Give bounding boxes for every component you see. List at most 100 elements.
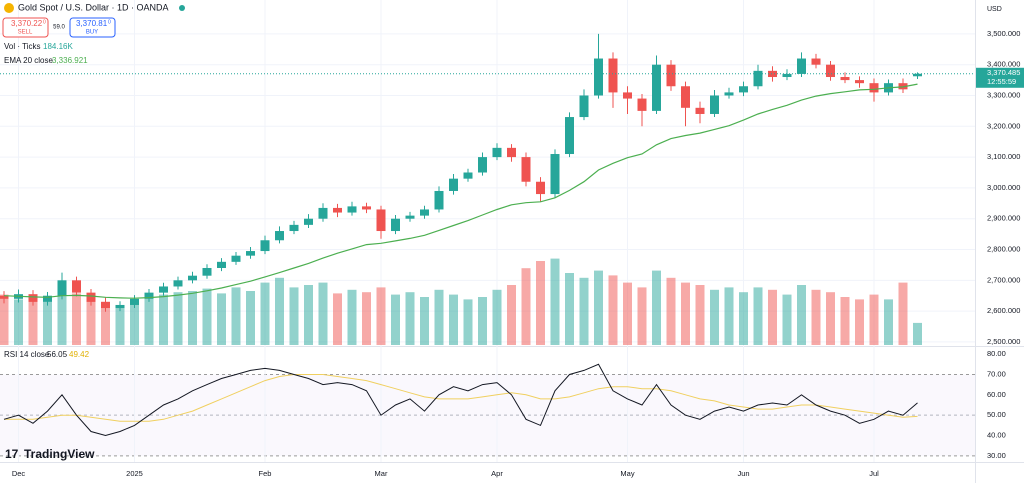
- candle-body: [695, 107, 705, 114]
- candle-body: [43, 295, 52, 302]
- candle-body: [115, 304, 125, 309]
- candle-body: [811, 58, 821, 65]
- candle-body: [608, 58, 618, 93]
- sell-button[interactable]: [2, 17, 49, 38]
- y-tick-label: 3,400.000: [987, 60, 1020, 69]
- candle-body: [550, 154, 560, 195]
- last-price-tag: [976, 67, 1024, 88]
- volume-bar: [797, 285, 806, 345]
- candle-body: [724, 92, 734, 96]
- volume-bar: [101, 301, 110, 345]
- volume-bar: [376, 287, 386, 345]
- rsi-ma-value: 49.42: [69, 350, 90, 359]
- volume-bar: [144, 297, 154, 345]
- y-tick-label: 3,100.000: [987, 152, 1020, 161]
- candle-body: [159, 286, 168, 293]
- volume-bar: [333, 293, 342, 345]
- plot: [0, 33, 975, 437]
- y-tick-label: 3,000.000: [987, 183, 1020, 192]
- candle-body: [101, 301, 110, 309]
- currency: USD: [987, 6, 1002, 13]
- candle-body: [130, 298, 139, 305]
- candle-body: [72, 280, 81, 293]
- x-tick-label: Mar: [375, 469, 388, 478]
- volume-bar: [130, 300, 139, 345]
- candle-body: [28, 294, 38, 302]
- candle-body: [463, 172, 473, 179]
- volume-bar: [289, 287, 299, 345]
- volume-bar: [347, 289, 357, 345]
- candle-body: [521, 157, 531, 182]
- buy-label: BUY: [86, 30, 98, 36]
- candle-body: [710, 95, 719, 114]
- candle-body: [318, 207, 328, 219]
- volume-bar: [521, 268, 531, 345]
- symbol-title: Gold Spot / U.S. Dollar · 1D · OANDA: [18, 2, 169, 12]
- volume-bar: [391, 294, 400, 345]
- volume-bar: [579, 277, 589, 345]
- volume-bar: [855, 299, 864, 345]
- volume-bar: [652, 270, 661, 345]
- candle-body: [826, 64, 835, 78]
- rsi-tick-label: 40.00: [987, 431, 1006, 440]
- candle-body: [782, 73, 792, 78]
- candle-body: [579, 95, 589, 118]
- x-tick-label: 2025: [126, 469, 143, 478]
- candle-body: [478, 157, 487, 173]
- volume-legend: Vol · Ticks: [4, 42, 40, 51]
- volume-bar: [536, 261, 545, 345]
- sell-price: 3,370.22: [11, 19, 43, 28]
- y-tick-label: 2,600.000: [987, 306, 1020, 315]
- volume-bar: [304, 285, 313, 345]
- y-tick-label: 2,500.000: [987, 337, 1020, 346]
- volume-bar: [405, 292, 415, 345]
- candle-body: [753, 70, 763, 87]
- candle-body: [362, 206, 371, 210]
- sell-label: SELL: [18, 30, 33, 36]
- volume-bar: [492, 289, 502, 345]
- ema-value: 3,336.921: [52, 56, 88, 65]
- sell-sup: 0: [43, 19, 46, 25]
- status-dot: [179, 5, 185, 11]
- brand-logo: 17: [5, 447, 19, 461]
- buy-button[interactable]: [69, 17, 116, 38]
- candle-body: [347, 206, 357, 213]
- candle-body: [492, 147, 502, 158]
- volume-bar: [608, 275, 618, 345]
- brand: TradingView: [24, 447, 95, 461]
- volume-bar: [695, 285, 705, 345]
- candle-body: [768, 70, 777, 78]
- candle-body: [507, 147, 516, 158]
- volume-bar: [217, 293, 226, 345]
- volume-bar: [362, 292, 371, 345]
- candle-body: [565, 117, 574, 155]
- volume-bar: [420, 297, 429, 345]
- symbol-icon: [4, 3, 14, 13]
- candle-body: [246, 251, 255, 256]
- ema-line: [3, 83, 918, 299]
- volume-bar: [666, 277, 676, 345]
- x-tick-label: Dec: [12, 469, 26, 478]
- volume-bar: [898, 282, 908, 345]
- candle-body: [202, 267, 212, 276]
- y-tick-label: 2,900.000: [987, 214, 1020, 223]
- candle-body: [797, 58, 806, 74]
- volume-bar: [840, 297, 850, 345]
- volume-bar: [550, 258, 560, 345]
- candle-body: [391, 218, 400, 232]
- volume-bar: [43, 301, 52, 345]
- volume-bar: [159, 294, 168, 345]
- candle-body: [420, 209, 429, 216]
- candle-body: [739, 86, 748, 93]
- candle-body: [173, 280, 183, 287]
- x-tick-label: May: [620, 469, 634, 478]
- volume-bar: [463, 299, 473, 345]
- candle-body: [623, 92, 632, 99]
- rsi-ma-line: [4, 374, 918, 422]
- volume-bar: [782, 294, 792, 345]
- rsi-tick-label: 80.00: [987, 349, 1006, 358]
- candle-body: [86, 292, 96, 302]
- volume-bar: [86, 299, 96, 345]
- rsi-tick-label: 70.00: [987, 369, 1006, 378]
